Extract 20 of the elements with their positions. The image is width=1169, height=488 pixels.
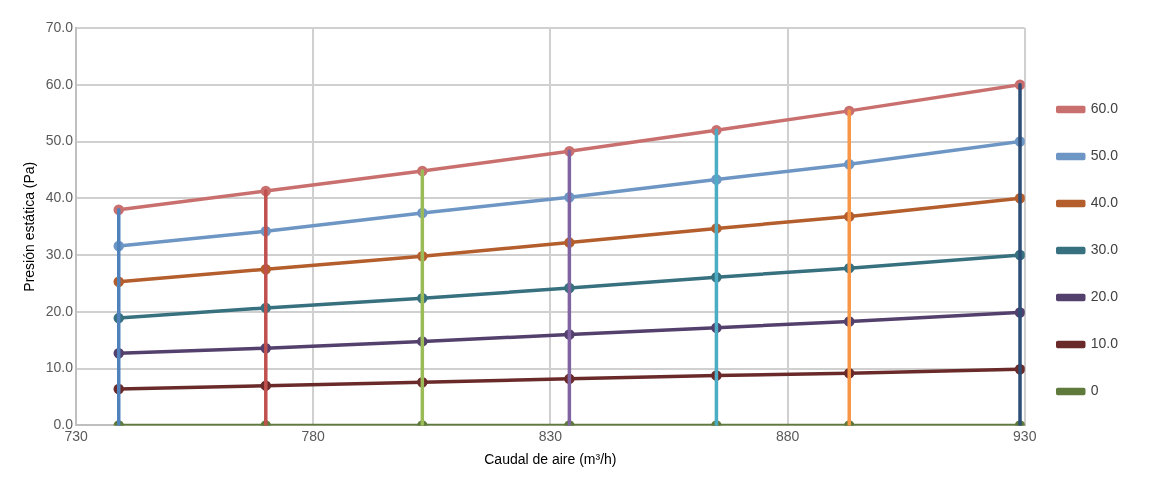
y-tick-label: 70.0 [45, 18, 74, 35]
y-tick-label: 20.0 [45, 302, 74, 319]
y-tick-label: 40.0 [45, 189, 74, 206]
x-tick-label: 930 [1013, 427, 1037, 444]
y-tick-label: 30.0 [45, 245, 74, 262]
legend-label: 60.0 [1090, 100, 1119, 117]
x-tick-label: 830 [538, 427, 563, 444]
y-tick-label: 50.0 [45, 132, 74, 149]
legend-label: 40.0 [1090, 194, 1119, 211]
x-tick-label: 780 [301, 427, 326, 444]
legend-label: 10.0 [1090, 335, 1119, 352]
legend-label: 30.0 [1090, 241, 1119, 258]
y-axis-title: Presión estática (Pa) [21, 161, 38, 292]
y-tick-label: 60.0 [45, 75, 74, 92]
legend-label: 0 [1090, 382, 1099, 399]
x-tick-label: 880 [775, 427, 800, 444]
x-axis-title: Caudal de aire (m³/h) [484, 451, 617, 468]
y-tick-label: 10.0 [45, 359, 74, 376]
legend-label: 20.0 [1090, 288, 1119, 305]
legend-label: 50.0 [1090, 147, 1119, 164]
